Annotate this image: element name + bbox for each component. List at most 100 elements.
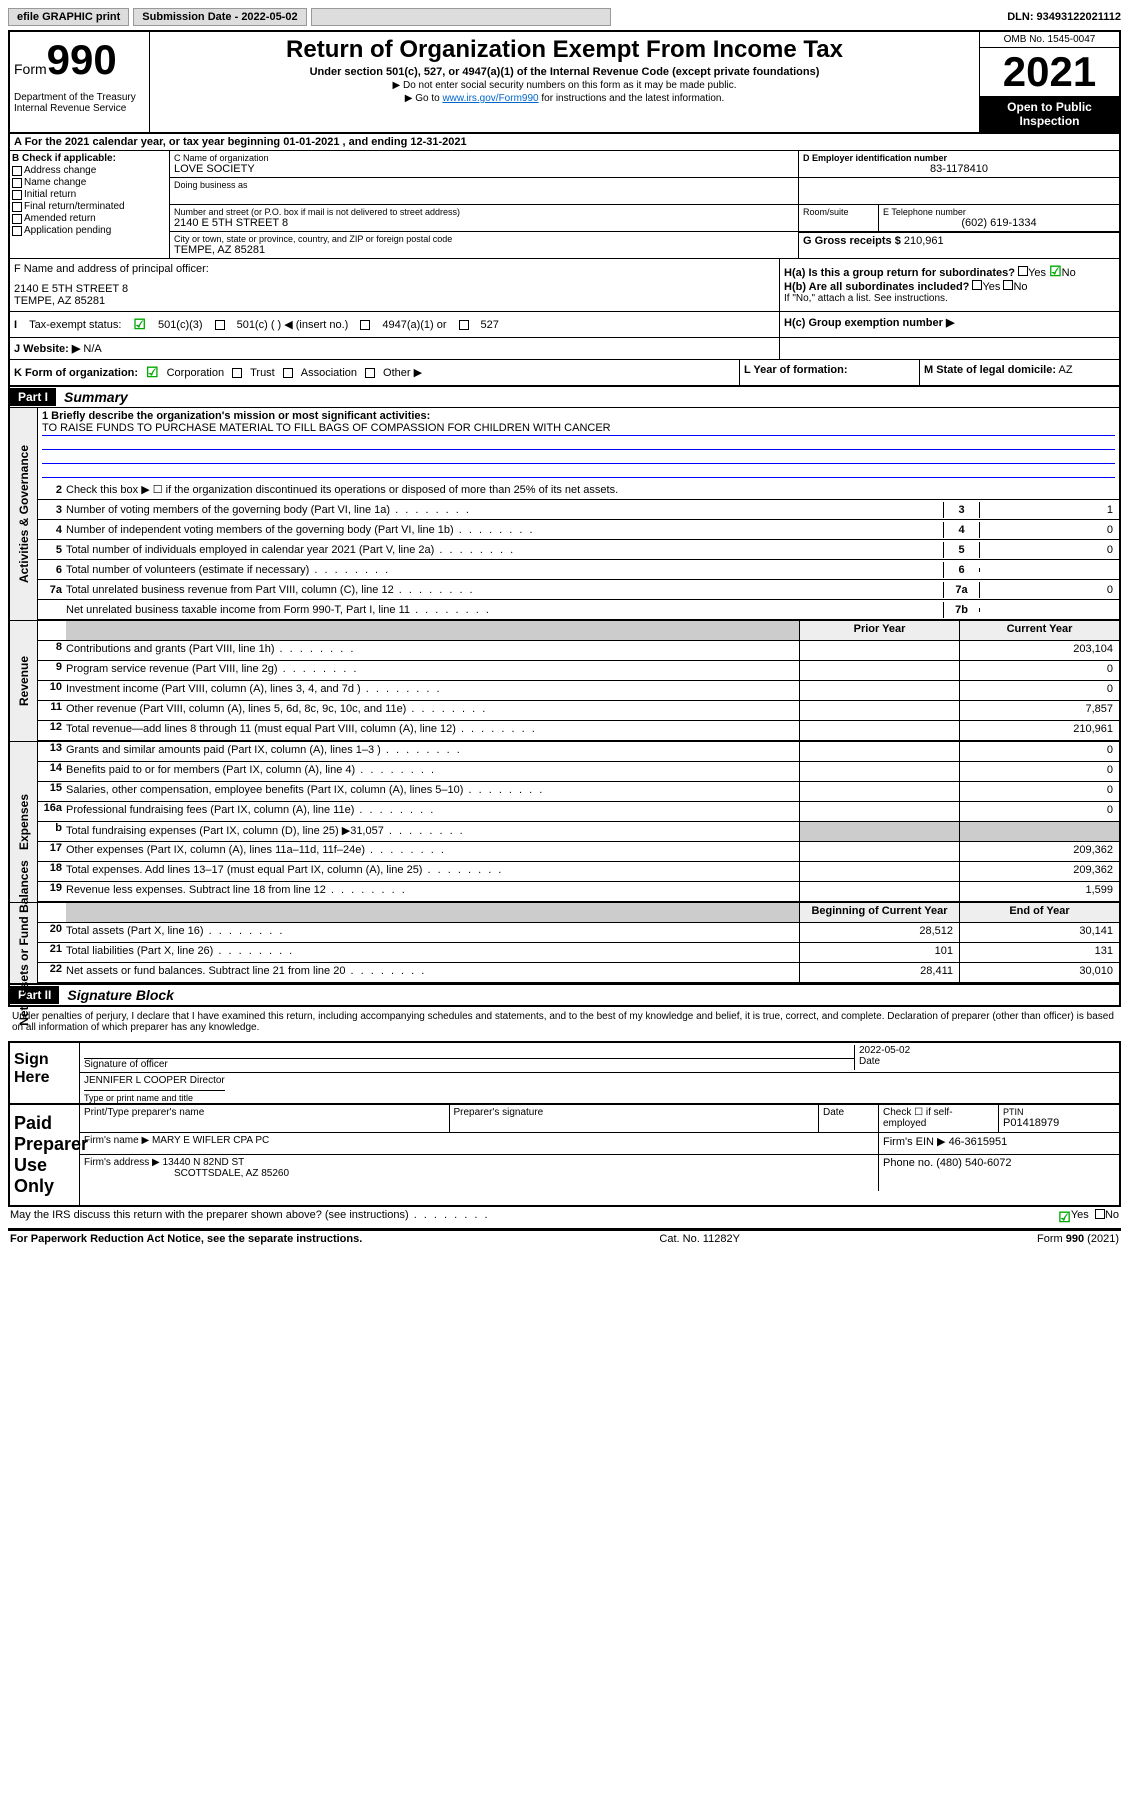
- line-num: 3: [38, 504, 66, 516]
- checkbox-icon[interactable]: [12, 202, 22, 212]
- room-label: Room/suite: [803, 207, 874, 217]
- side-netassets: Net Assets or Fund Balances: [17, 860, 31, 1026]
- line-text: Total fundraising expenses (Part IX, col…: [66, 822, 799, 841]
- addr-value: 2140 E 5TH STREET 8: [174, 217, 794, 229]
- line-box: 7b: [943, 602, 979, 618]
- gross-value: 210,961: [904, 235, 944, 247]
- prior-value: [799, 762, 959, 781]
- current-value: 203,104: [959, 641, 1119, 660]
- line-num: b: [38, 822, 66, 841]
- date-label: Date: [859, 1056, 880, 1067]
- line-text: Total number of volunteers (estimate if …: [66, 562, 943, 578]
- side-activities: Activities & Governance: [17, 445, 31, 583]
- line-text: Benefits paid to or for members (Part IX…: [66, 762, 799, 781]
- line-num: 15: [38, 782, 66, 801]
- line-num: 13: [38, 742, 66, 761]
- checkbox-icon[interactable]: [12, 166, 22, 176]
- checkbox-icon[interactable]: [972, 280, 982, 290]
- dept-text: Department of the Treasury Internal Reve…: [14, 92, 145, 114]
- checkbox-icon[interactable]: [12, 178, 22, 188]
- checkbox-icon[interactable]: [232, 368, 242, 378]
- part2-title: Signature Block: [59, 985, 182, 1005]
- current-value: 209,362: [959, 862, 1119, 881]
- line-value: 1: [979, 502, 1119, 518]
- prep-date-label: Date: [819, 1105, 879, 1132]
- section-f-label: F Name and address of principal officer:: [14, 263, 775, 275]
- checkbox-icon[interactable]: [1003, 280, 1013, 290]
- line-box: 4: [943, 522, 979, 538]
- current-value: 0: [959, 802, 1119, 821]
- side-revenue: Revenue: [17, 656, 31, 706]
- current-value: 209,362: [959, 842, 1119, 861]
- checkbox-icon[interactable]: [12, 226, 22, 236]
- current-value: 0: [959, 762, 1119, 781]
- current-value: 30,010: [959, 963, 1119, 982]
- check-icon: ☑: [133, 316, 146, 333]
- prior-value: 101: [799, 943, 959, 962]
- officer-addr2: TEMPE, AZ 85281: [14, 295, 775, 307]
- section-b-label: B Check if applicable:: [12, 153, 116, 164]
- end-year-hdr: End of Year: [959, 903, 1119, 922]
- phone-value: (602) 619-1334: [883, 217, 1115, 229]
- efile-button[interactable]: efile GRAPHIC print: [8, 8, 129, 26]
- current-value: 0: [959, 681, 1119, 700]
- line-box: 6: [943, 562, 979, 578]
- line-text: Total revenue—add lines 8 through 11 (mu…: [66, 721, 799, 740]
- prior-value: [799, 641, 959, 660]
- prior-value: [799, 802, 959, 821]
- info-section: B Check if applicable: Address change Na…: [8, 151, 1121, 259]
- check-icon: ☑: [1058, 1209, 1071, 1226]
- curr-year-hdr: Current Year: [959, 621, 1119, 640]
- line-text: Program service revenue (Part VIII, line…: [66, 661, 799, 680]
- line-text: Investment income (Part VIII, column (A)…: [66, 681, 799, 700]
- line-value: 0: [979, 522, 1119, 538]
- checkbox-icon[interactable]: [12, 190, 22, 200]
- check-icon: ☑: [146, 364, 159, 381]
- line-num: 16a: [38, 802, 66, 821]
- line-text: Professional fundraising fees (Part IX, …: [66, 802, 799, 821]
- line-value: 0: [979, 542, 1119, 558]
- prior-value: [799, 681, 959, 700]
- form-header: Form990 Department of the Treasury Inter…: [8, 30, 1121, 134]
- current-value: 0: [959, 661, 1119, 680]
- part1-title: Summary: [56, 387, 136, 407]
- line-num: 12: [38, 721, 66, 740]
- checkbox-icon[interactable]: [1095, 1209, 1105, 1219]
- prep-name-label: Print/Type preparer's name: [80, 1105, 450, 1132]
- checkbox-icon[interactable]: [215, 320, 225, 330]
- line-box: 5: [943, 542, 979, 558]
- checkbox-icon[interactable]: [1018, 266, 1028, 276]
- firm-name: MARY E WIFLER CPA PC: [152, 1135, 269, 1146]
- current-value: [959, 822, 1119, 841]
- side-expenses: Expenses: [17, 794, 31, 850]
- line-num: 4: [38, 524, 66, 536]
- paid-preparer-label: Paid Preparer Use Only: [10, 1105, 80, 1205]
- discuss-text: May the IRS discuss this return with the…: [10, 1209, 1058, 1226]
- line-text: Number of voting members of the governin…: [66, 502, 943, 518]
- prior-year-hdr: Prior Year: [799, 621, 959, 640]
- checkbox-icon[interactable]: [283, 368, 293, 378]
- irs-link[interactable]: www.irs.gov/Form990: [442, 93, 538, 104]
- line-text: Revenue less expenses. Subtract line 18 …: [66, 882, 799, 901]
- prior-value: [799, 822, 959, 841]
- prior-value: 28,512: [799, 923, 959, 942]
- current-value: 210,961: [959, 721, 1119, 740]
- line-num: 14: [38, 762, 66, 781]
- sign-here-label: Sign Here: [10, 1043, 80, 1103]
- line-box: 3: [943, 502, 979, 518]
- sig-date: 2022-05-02: [859, 1045, 1115, 1056]
- line2-text: Check this box ▶ ☐ if the organization d…: [66, 481, 1119, 498]
- checkbox-icon[interactable]: [12, 214, 22, 224]
- prior-value: [799, 661, 959, 680]
- line-num: 19: [38, 882, 66, 901]
- checkbox-icon[interactable]: [360, 320, 370, 330]
- line-text: Grants and similar amounts paid (Part IX…: [66, 742, 799, 761]
- line-text: Total number of individuals employed in …: [66, 542, 943, 558]
- submission-date-button[interactable]: Submission Date - 2022-05-02: [133, 8, 306, 26]
- line-text: Net unrelated business taxable income fr…: [66, 602, 943, 618]
- checkbox-icon[interactable]: [459, 320, 469, 330]
- prep-sig-label: Preparer's signature: [450, 1105, 820, 1132]
- checkbox-icon[interactable]: [365, 368, 375, 378]
- current-value: 131: [959, 943, 1119, 962]
- footer-mid: Cat. No. 11282Y: [659, 1233, 740, 1245]
